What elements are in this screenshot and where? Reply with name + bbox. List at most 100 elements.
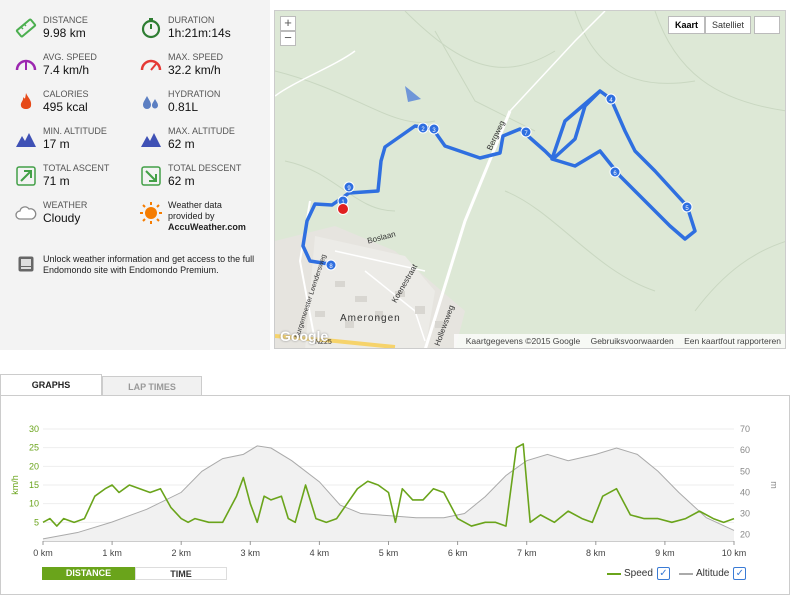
stat-calories: CALORIES 495 kcal: [0, 86, 125, 120]
speed-altitude-chart[interactable]: 5 10 15 20 25 30 20 30 40 50 60 70 km/h m 0 km 1 km 2 km…: [1, 396, 789, 594]
legend-speed[interactable]: Speed ✓: [607, 567, 670, 581]
route-map[interactable]: 1 2 3 4 5 6 7 8 9 Bergweg Boslaan Koenes…: [274, 10, 786, 349]
x-axis-time-toggle[interactable]: TIME: [135, 567, 227, 580]
route-marker[interactable]: 9: [343, 181, 355, 193]
speedometer-icon: [15, 59, 37, 71]
stat-label: WEATHER: [43, 200, 88, 210]
route-path: [301, 89, 697, 266]
route-marker[interactable]: 1: [337, 195, 349, 207]
speed-line: [42, 443, 735, 527]
legend-speed-swatch: [607, 572, 621, 575]
y-right-tick-label: 70: [740, 424, 750, 434]
map-type-control: Kaart Satelliet: [667, 16, 780, 34]
map-type-kaart-button[interactable]: Kaart: [667, 16, 705, 34]
y-left-tick-label: 30: [29, 424, 39, 434]
y-right-axis-label: m: [769, 481, 779, 489]
svg-text:5: 5: [685, 206, 689, 212]
stat-value: 62 m: [168, 137, 195, 151]
x-tick-label: 3 km: [241, 548, 261, 558]
route-marker[interactable]: 8: [325, 259, 337, 271]
svg-text:2: 2: [421, 127, 425, 133]
ruler-icon: [15, 18, 37, 38]
stat-max-altitude: MAX. ALTITUDE 62 m: [125, 123, 250, 157]
svg-text:7: 7: [524, 131, 528, 137]
map-canvas[interactable]: 1 2 3 4 5 6 7 8 9: [275, 11, 786, 349]
y-left-tick-label: 20: [29, 461, 39, 471]
stat-label: MAX. ALTITUDE: [168, 126, 235, 136]
graph-tabs: GRAPHS LAP TIMES: [0, 374, 800, 396]
stat-weather: WEATHER Cloudy: [0, 197, 125, 231]
y-right-tick-label: 50: [740, 466, 750, 476]
arrow-up-right-icon: [16, 166, 36, 186]
map-label-amerongen: Amerongen: [340, 313, 401, 324]
y-left-axis-label: km/h: [10, 475, 20, 495]
y-right-tick-label: 40: [740, 487, 750, 497]
x-tick-label: 6 km: [448, 548, 468, 558]
route-marker[interactable]: 3: [428, 123, 440, 135]
stat-total-descent: TOTAL DESCENT 62 m: [125, 160, 250, 194]
weather-source-line2: provided by: [168, 211, 215, 221]
stat-label: DURATION: [168, 15, 215, 25]
route-marker[interactable]: 5: [681, 201, 693, 213]
arrow-down-right-icon: [141, 166, 161, 186]
report-error-link[interactable]: Een kaartfout rapporteren: [684, 336, 781, 346]
altitude-checkbox[interactable]: ✓: [733, 567, 747, 580]
legend-altitude-swatch: [679, 572, 693, 575]
mountain-icon: [16, 133, 36, 147]
current-position-marker[interactable]: [337, 203, 349, 215]
speedometer-icon: [140, 59, 162, 71]
x-tick-label: 10 km: [722, 548, 747, 558]
y-right-tick-label: 30: [740, 509, 750, 519]
terms-link[interactable]: Gebruiksvoorwaarden: [590, 336, 674, 346]
map-label-n225: N225: [315, 339, 332, 346]
legend-altitude[interactable]: Altitude ✓: [679, 567, 747, 581]
svg-text:8: 8: [329, 264, 333, 270]
accuweather-link[interactable]: AccuWeather.com: [168, 222, 246, 232]
flame-icon: [20, 93, 32, 109]
stat-label: AVG. SPEED: [43, 52, 97, 62]
stat-value: 7.4 km/h: [43, 63, 90, 77]
stat-value: 17 m: [43, 137, 70, 151]
stat-label: MAX. SPEED: [168, 52, 224, 62]
route-marker[interactable]: 7: [520, 126, 532, 138]
speed-checkbox[interactable]: ✓: [656, 567, 670, 580]
svg-text:6: 6: [613, 171, 617, 177]
zoom-out-button[interactable]: −: [280, 31, 296, 46]
y-right-tick-label: 20: [740, 530, 750, 540]
x-tick-label: 2 km: [171, 548, 191, 558]
stat-hydration: HYDRATION 0.81L: [125, 86, 250, 120]
x-tick-label: 7 km: [517, 548, 537, 558]
svg-text:3: 3: [432, 128, 436, 134]
weather-source-line1: Weather data: [168, 200, 222, 210]
x-tick-label: 9 km: [655, 548, 675, 558]
stat-label: TOTAL ASCENT: [43, 163, 110, 173]
premium-icon: [18, 256, 34, 272]
map-data-attribution: Kaartgegevens ©2015 Google: [465, 336, 581, 346]
map-type-satellite-button[interactable]: Satelliet: [704, 16, 751, 34]
svg-text:4: 4: [609, 98, 613, 104]
weather-source-text: Weather data provided by AccuWeather.com: [168, 200, 278, 233]
stat-distance: DISTANCE 9.98 km: [0, 12, 125, 46]
sun-icon: [140, 202, 162, 224]
water-drop-icon: [143, 96, 158, 109]
x-axis-distance-toggle[interactable]: DISTANCE: [42, 567, 135, 580]
tab-graphs[interactable]: GRAPHS: [0, 374, 102, 396]
y-left-tick-label: 5: [34, 517, 39, 527]
tab-lap-times[interactable]: LAP TIMES: [102, 376, 202, 396]
stat-value: 1h:21m:14s: [168, 26, 231, 40]
altitude-line: [42, 445, 735, 540]
route-marker[interactable]: 4: [605, 93, 617, 105]
y-right-tick-label: 60: [740, 445, 750, 455]
stat-label: TOTAL DESCENT: [168, 163, 242, 173]
y-left-tick-label: 15: [29, 480, 39, 490]
zoom-in-button[interactable]: +: [280, 16, 296, 31]
route-marker[interactable]: 6: [609, 166, 621, 178]
mountain-icon: [141, 133, 161, 147]
fullscreen-button[interactable]: [754, 16, 780, 34]
weather-source: Weather data provided by AccuWeather.com: [125, 197, 250, 239]
svg-text:1: 1: [341, 200, 345, 206]
route-marker[interactable]: 2: [417, 122, 429, 134]
stat-label: MIN. ALTITUDE: [43, 126, 107, 136]
stat-value: 0.81L: [168, 100, 199, 114]
legend-speed-label: Speed: [624, 568, 653, 580]
